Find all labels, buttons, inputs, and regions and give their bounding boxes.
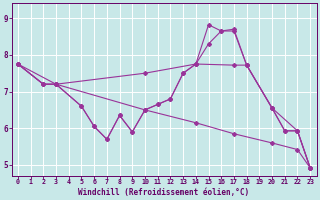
- X-axis label: Windchill (Refroidissement éolien,°C): Windchill (Refroidissement éolien,°C): [78, 188, 250, 197]
